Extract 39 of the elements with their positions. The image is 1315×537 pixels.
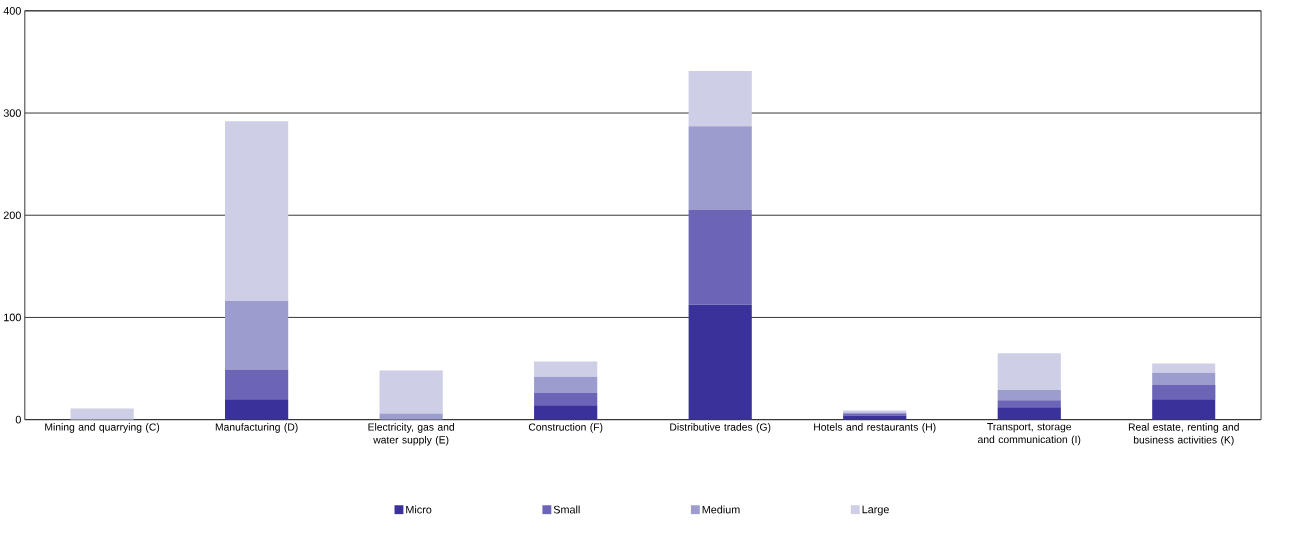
bar [534, 361, 598, 377]
bar [534, 376, 598, 393]
y-tick-label: 200 [3, 211, 21, 219]
x-tick-label: Distributive trades (G) [670, 423, 771, 433]
bar [997, 353, 1061, 390]
bar [225, 369, 289, 400]
bar [225, 121, 289, 301]
x-tick-label: Transport, storage and communication (I) [978, 423, 1081, 446]
x-tick-label: Manufacturing (D) [215, 423, 298, 433]
x-tick-label: Electricity, gas and water supply (E) [368, 423, 454, 446]
x-tick-label: Real estate, renting and business activities (K) [1128, 423, 1239, 446]
x-tick-label: Mining and quarrying (C) [45, 423, 160, 433]
legend-label: Small [553, 505, 580, 514]
y-tick-label: 100 [4, 313, 21, 322]
bar [70, 408, 134, 420]
x-tick-label: Construction (F) [528, 423, 603, 433]
y-tick-label: 400 [3, 6, 21, 15]
bar [688, 210, 752, 305]
bar [534, 392, 598, 406]
legend-label: Micro [406, 505, 432, 514]
bar [688, 304, 752, 420]
bar [379, 370, 443, 414]
legend-label: Medium [702, 505, 740, 514]
bar [534, 405, 598, 420]
legend-label: Large [862, 505, 889, 516]
bar [688, 126, 752, 211]
bar [1152, 384, 1216, 400]
y-tick-label: 300 [3, 109, 21, 117]
bar [997, 407, 1061, 420]
bar [225, 399, 289, 420]
bar [225, 301, 289, 370]
bar [997, 389, 1061, 401]
bar [688, 71, 752, 127]
bar [1152, 399, 1216, 420]
bar [1152, 372, 1216, 385]
y-tick-label: 0 [15, 415, 21, 424]
bar [997, 400, 1061, 408]
x-tick-label: Hotels and restaurants (H) [814, 423, 936, 433]
bar [1152, 363, 1216, 373]
